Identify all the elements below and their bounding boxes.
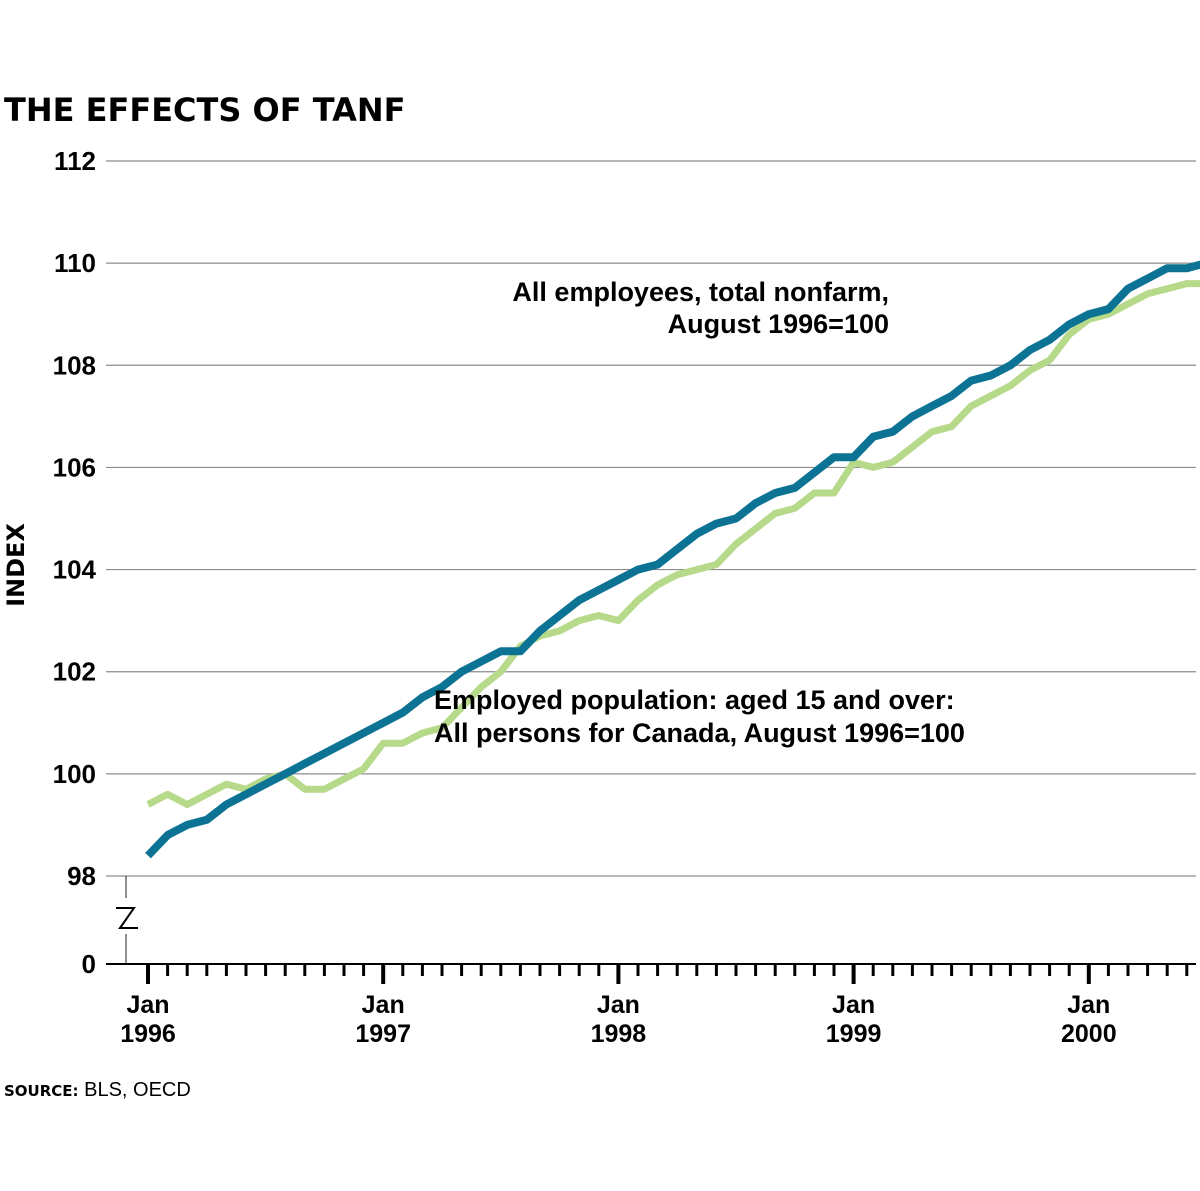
y-tick-label: 100 [53, 759, 96, 789]
y-tick-label: 110 [54, 248, 96, 278]
y-tick-label: 104 [53, 555, 97, 585]
canada-annotation-line2: All persons for Canada, August 1996=100 [434, 718, 965, 748]
x-tick-year: 1997 [355, 1020, 411, 1048]
x-tick-year: 2000 [1061, 1020, 1117, 1048]
y-tick-label: 112 [54, 146, 96, 176]
x-tick-month: Jan [362, 991, 405, 1019]
x-tick-year: 1998 [591, 1020, 647, 1048]
series-lines [145, 260, 1200, 859]
x-tick-month: Jan [1067, 991, 1110, 1019]
y-tick-label: 0 [82, 949, 96, 979]
x-tick-month: Jan [832, 991, 875, 1019]
source-note: SOURCE: BLS, OECD [4, 1079, 191, 1101]
x-axis-ticks: Jan1996Jan1997Jan1998Jan1999Jan2000Jan20… [120, 964, 1189, 1048]
nonfarm-annotation-line2: August 1996=100 [668, 309, 889, 339]
y-tick-label: 98 [67, 861, 96, 891]
axis-break-icon [116, 907, 138, 929]
chart-title: THE EFFECTS OF TANF [4, 91, 406, 129]
y-axis-ticks: 112 110 108 106 104 102 100 98 0 [53, 146, 97, 979]
x-tick-year: 1999 [826, 1020, 882, 1048]
source-label: SOURCE: [4, 1082, 79, 1100]
x-tick-year: 1996 [120, 1020, 176, 1048]
series-line-canada [146, 280, 1200, 808]
gridlines [106, 160, 1196, 877]
canada-annotation: Employed population: aged 15 and over: A… [434, 685, 965, 748]
y-tick-label: 108 [53, 350, 96, 380]
nonfarm-annotation: All employees, total nonfarm, August 199… [512, 277, 889, 339]
y-tick-label: 102 [53, 657, 96, 687]
axes [106, 876, 1196, 965]
x-tick-month: Jan [597, 991, 640, 1019]
y-axis-label-group: INDEX [2, 523, 30, 607]
source-text: BLS, OECD [79, 1079, 191, 1101]
nonfarm-annotation-line1: All employees, total nonfarm, [512, 277, 889, 307]
canada-annotation-line1: Employed population: aged 15 and over: [434, 685, 955, 715]
y-tick-label: 106 [53, 452, 96, 482]
x-tick-month: Jan [126, 991, 169, 1019]
series-line-nonfarm [145, 260, 1200, 859]
y-axis-label: INDEX [2, 523, 30, 607]
